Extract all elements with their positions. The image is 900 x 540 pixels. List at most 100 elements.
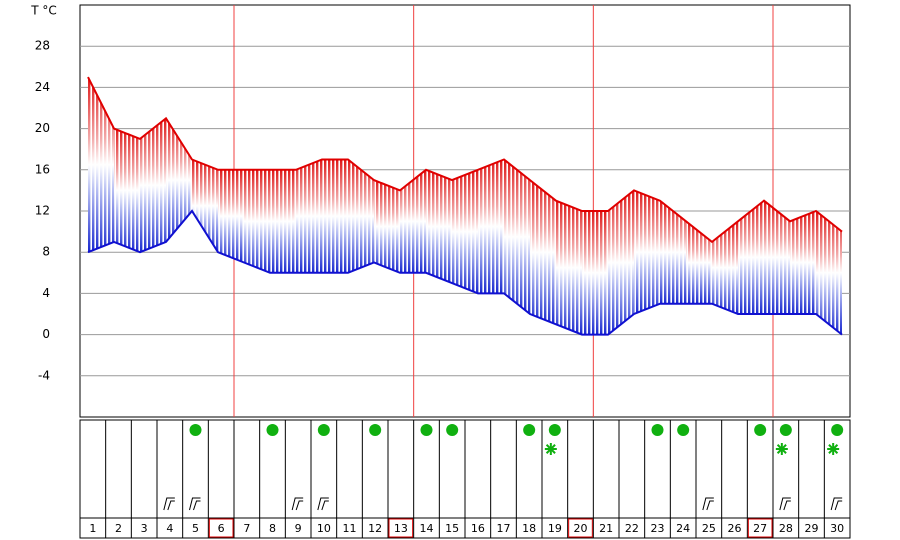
- snow-stroke: [545, 444, 556, 454]
- y-tick-label: 20: [35, 121, 50, 135]
- day-highlight: [747, 518, 773, 538]
- range-hatch: [88, 77, 114, 253]
- rain-icon: [266, 424, 279, 436]
- day-label: 17: [497, 522, 511, 535]
- range-hatch: [790, 211, 816, 314]
- range-hatch: [192, 159, 218, 253]
- range-hatch: [218, 169, 244, 263]
- day-label: 20: [574, 522, 588, 535]
- rain-icon: [317, 424, 330, 436]
- day-highlight: [568, 518, 593, 538]
- y-tick-label: 28: [35, 39, 50, 53]
- day-label: 13: [394, 522, 408, 535]
- range-hatch: [582, 211, 608, 335]
- day-label: 3: [141, 522, 148, 535]
- day-label: 18: [522, 522, 536, 535]
- day-label: 4: [166, 522, 173, 535]
- day-label: 24: [676, 522, 690, 535]
- range-hatch: [322, 159, 348, 273]
- wind-icon: [163, 497, 175, 511]
- rain-icon: [189, 424, 202, 436]
- y-tick-label: 4: [42, 286, 50, 300]
- rain-icon: [523, 424, 536, 436]
- range-hatch: [660, 200, 686, 304]
- range-hatch: [530, 180, 556, 325]
- day-label: 26: [728, 522, 742, 535]
- range-hatch: [452, 169, 478, 294]
- rain-icon: [548, 424, 561, 436]
- range-hatch: [686, 221, 712, 304]
- day-label: 22: [625, 522, 639, 535]
- range-hatch: [764, 200, 790, 314]
- y-tick-label: 24: [35, 80, 50, 94]
- wind-icon: [291, 497, 304, 511]
- rain-icon: [651, 424, 664, 436]
- range-hatch: [634, 190, 660, 314]
- range-hatch: [556, 200, 582, 335]
- snow-stroke: [776, 444, 787, 454]
- y-tick-label: 16: [35, 162, 50, 176]
- range-hatch: [270, 169, 296, 273]
- range-hatch: [244, 169, 270, 273]
- day-label: 6: [218, 522, 225, 535]
- snow-icon: [827, 443, 840, 455]
- rain-icon: [420, 424, 433, 436]
- range-hatch: [816, 211, 842, 335]
- day-label: 12: [368, 522, 382, 535]
- wind-icon: [702, 497, 714, 511]
- day-label: 5: [192, 522, 199, 535]
- wind-icon: [317, 497, 329, 511]
- day-label: 8: [269, 522, 276, 535]
- y-tick-label: 12: [35, 204, 50, 218]
- y-tick-label: -4: [38, 368, 50, 382]
- day-label: 29: [805, 522, 819, 535]
- day-label: 28: [779, 522, 793, 535]
- snow-icon: [775, 443, 788, 455]
- y-tick-label: 0: [42, 327, 50, 341]
- day-highlight: [208, 518, 234, 538]
- y-axis-label: T °C: [30, 4, 57, 18]
- rain-icon: [754, 424, 767, 436]
- range-hatch: [296, 159, 322, 273]
- range-hatch: [114, 128, 140, 253]
- day-label: 7: [243, 522, 250, 535]
- range-hatch: [374, 180, 400, 273]
- rain-icon: [831, 424, 844, 436]
- day-label: 25: [702, 522, 716, 535]
- range-hatch: [400, 169, 426, 273]
- day-label: 19: [548, 522, 562, 535]
- rain-icon: [446, 424, 459, 436]
- range-hatch: [166, 118, 192, 242]
- wind-icon: [830, 497, 843, 511]
- day-highlight: [388, 518, 414, 538]
- day-label: 14: [420, 522, 434, 535]
- day-label: 11: [343, 522, 357, 535]
- day-label: 27: [753, 522, 767, 535]
- day-label: 10: [317, 522, 331, 535]
- range-hatch: [608, 190, 634, 335]
- day-label: 21: [599, 522, 613, 535]
- day-label: 30: [830, 522, 844, 535]
- day-label: 16: [471, 522, 485, 535]
- rain-icon: [677, 424, 690, 436]
- rain-icon: [779, 424, 792, 436]
- range-hatch: [140, 118, 166, 253]
- day-label: 2: [115, 522, 122, 535]
- day-label: 9: [295, 522, 302, 535]
- snow-stroke: [828, 444, 839, 454]
- range-hatch: [504, 159, 530, 314]
- range-hatch: [478, 159, 504, 294]
- series-line: [87, 209, 843, 336]
- series-line: [87, 76, 843, 244]
- day-label: 1: [89, 522, 96, 535]
- range-hatch: [712, 221, 738, 314]
- range-hatch: [738, 200, 764, 314]
- rain-icon: [369, 424, 382, 436]
- range-hatch: [348, 159, 374, 273]
- snow-icon: [544, 443, 557, 455]
- wind-icon: [779, 497, 791, 511]
- range-hatch: [426, 169, 452, 284]
- day-label: 23: [651, 522, 665, 535]
- y-tick-label: 8: [42, 245, 50, 259]
